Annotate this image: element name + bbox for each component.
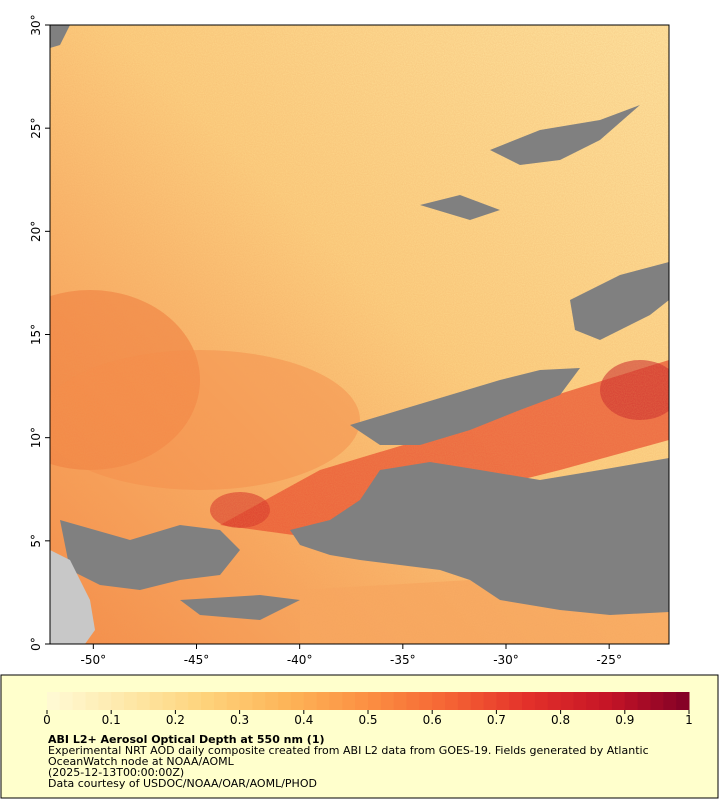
colorbar-step	[252, 692, 266, 710]
colorbar-step	[368, 692, 382, 710]
colorbar-tick-label: 1	[685, 713, 693, 727]
colorbar-step	[393, 692, 408, 710]
colorbar-step	[676, 692, 690, 710]
x-tick-label: -45°	[184, 653, 210, 667]
colorbar-tick-label: 0.6	[423, 713, 442, 727]
colorbar-step	[201, 692, 215, 710]
colorbar-step	[329, 692, 343, 710]
y-tick-label: 20°	[29, 221, 43, 242]
colorbar-step	[611, 692, 626, 710]
axes: -50° -45° -40° -35° -30° -25° 0° 5° 10° 15° 20° 25°…	[29, 14, 622, 667]
colorbar-step	[496, 692, 510, 710]
x-tick-label: -30°	[493, 653, 519, 667]
colorbar-step	[213, 692, 228, 710]
colorbar-step	[624, 692, 639, 710]
colorbar-step	[175, 692, 189, 710]
colorbar-step	[47, 692, 61, 710]
colorbar-step	[98, 692, 112, 710]
colorbar-step	[162, 692, 176, 710]
colorbar-step	[547, 692, 562, 710]
colorbar-tick-label: 0.3	[230, 713, 249, 727]
colorbar-tick-label: 0.7	[487, 713, 506, 727]
caption-line: (2025-12-13T00:00:00Z)	[48, 766, 184, 779]
colorbar-step	[239, 692, 253, 710]
colorbar-step	[303, 692, 318, 710]
colorbar-tick-label: 0	[43, 713, 51, 727]
colorbar-step	[509, 692, 523, 710]
caption-line: Data courtesy of USDOC/NOAA/OAR/AOML/PHO…	[48, 777, 317, 790]
colorbar-step	[136, 692, 151, 710]
colorbar-step	[316, 692, 330, 710]
colorbar-step	[85, 692, 99, 710]
colorbar-step	[637, 692, 651, 710]
colorbar-step	[342, 692, 356, 710]
colorbar-tick-label: 0.8	[551, 713, 570, 727]
colorbar-step	[226, 692, 241, 710]
colorbar-step	[419, 692, 433, 710]
colorbar-step	[265, 692, 279, 710]
x-tick-label: -35°	[390, 653, 416, 667]
colorbar-step	[59, 692, 74, 710]
y-tick-label: 25°	[29, 118, 43, 139]
colorbar-step	[355, 692, 369, 710]
colorbar-step	[599, 692, 613, 710]
x-tick-label: -40°	[287, 653, 313, 667]
colorbar-step	[586, 692, 600, 710]
colorbar-step	[560, 692, 574, 710]
y-tick-label: 15°	[29, 324, 43, 345]
colorbar-step	[278, 692, 292, 710]
colorbar-step	[445, 692, 459, 710]
colorbar-step	[72, 692, 87, 710]
colorbar-step	[149, 692, 164, 710]
caption-title: ABI L2+ Aerosol Optical Depth at 550 nm …	[48, 733, 325, 746]
colorbar-step	[650, 692, 664, 710]
colorbar-step	[380, 692, 395, 710]
colorbar-step	[534, 692, 549, 710]
colorbar-tick-label: 0.9	[615, 713, 634, 727]
colorbar-step	[406, 692, 420, 710]
colorbar-tick-label: 0.5	[358, 713, 377, 727]
colorbar-step	[457, 692, 472, 710]
colorbar-step	[124, 692, 138, 710]
colorbar-step	[188, 692, 202, 710]
colorbar-tick-label: 0.1	[102, 713, 121, 727]
caption-line: Experimental NRT AOD daily composite cre…	[48, 744, 649, 757]
y-tick-label: 0°	[29, 637, 43, 651]
colorbar-step	[290, 692, 305, 710]
colorbar-step	[663, 692, 677, 710]
map-image	[50, 25, 669, 644]
colorbar-step	[432, 692, 446, 710]
x-tick-label: -25°	[596, 653, 622, 667]
colorbar-step	[483, 692, 497, 710]
colorbar-tick-label: 0.4	[294, 713, 313, 727]
y-tick-label: 5°	[29, 534, 43, 548]
caption-line: OceanWatch node at NOAA/AOML	[48, 755, 235, 768]
colorbar-tick-label: 0.2	[166, 713, 185, 727]
colorbar-step	[522, 692, 536, 710]
colorbar-step	[111, 692, 125, 710]
y-tick-label: 10°	[29, 427, 43, 448]
colorbar: 0 0.1 0.2 0.3 0.4 0.5 0.6 0.7 0.8 0.9 1	[43, 692, 693, 727]
colorbar-step	[470, 692, 485, 710]
colorbar-step	[573, 692, 587, 710]
x-tick-label: -50°	[81, 653, 107, 667]
y-tick-label: 30°	[29, 14, 43, 35]
